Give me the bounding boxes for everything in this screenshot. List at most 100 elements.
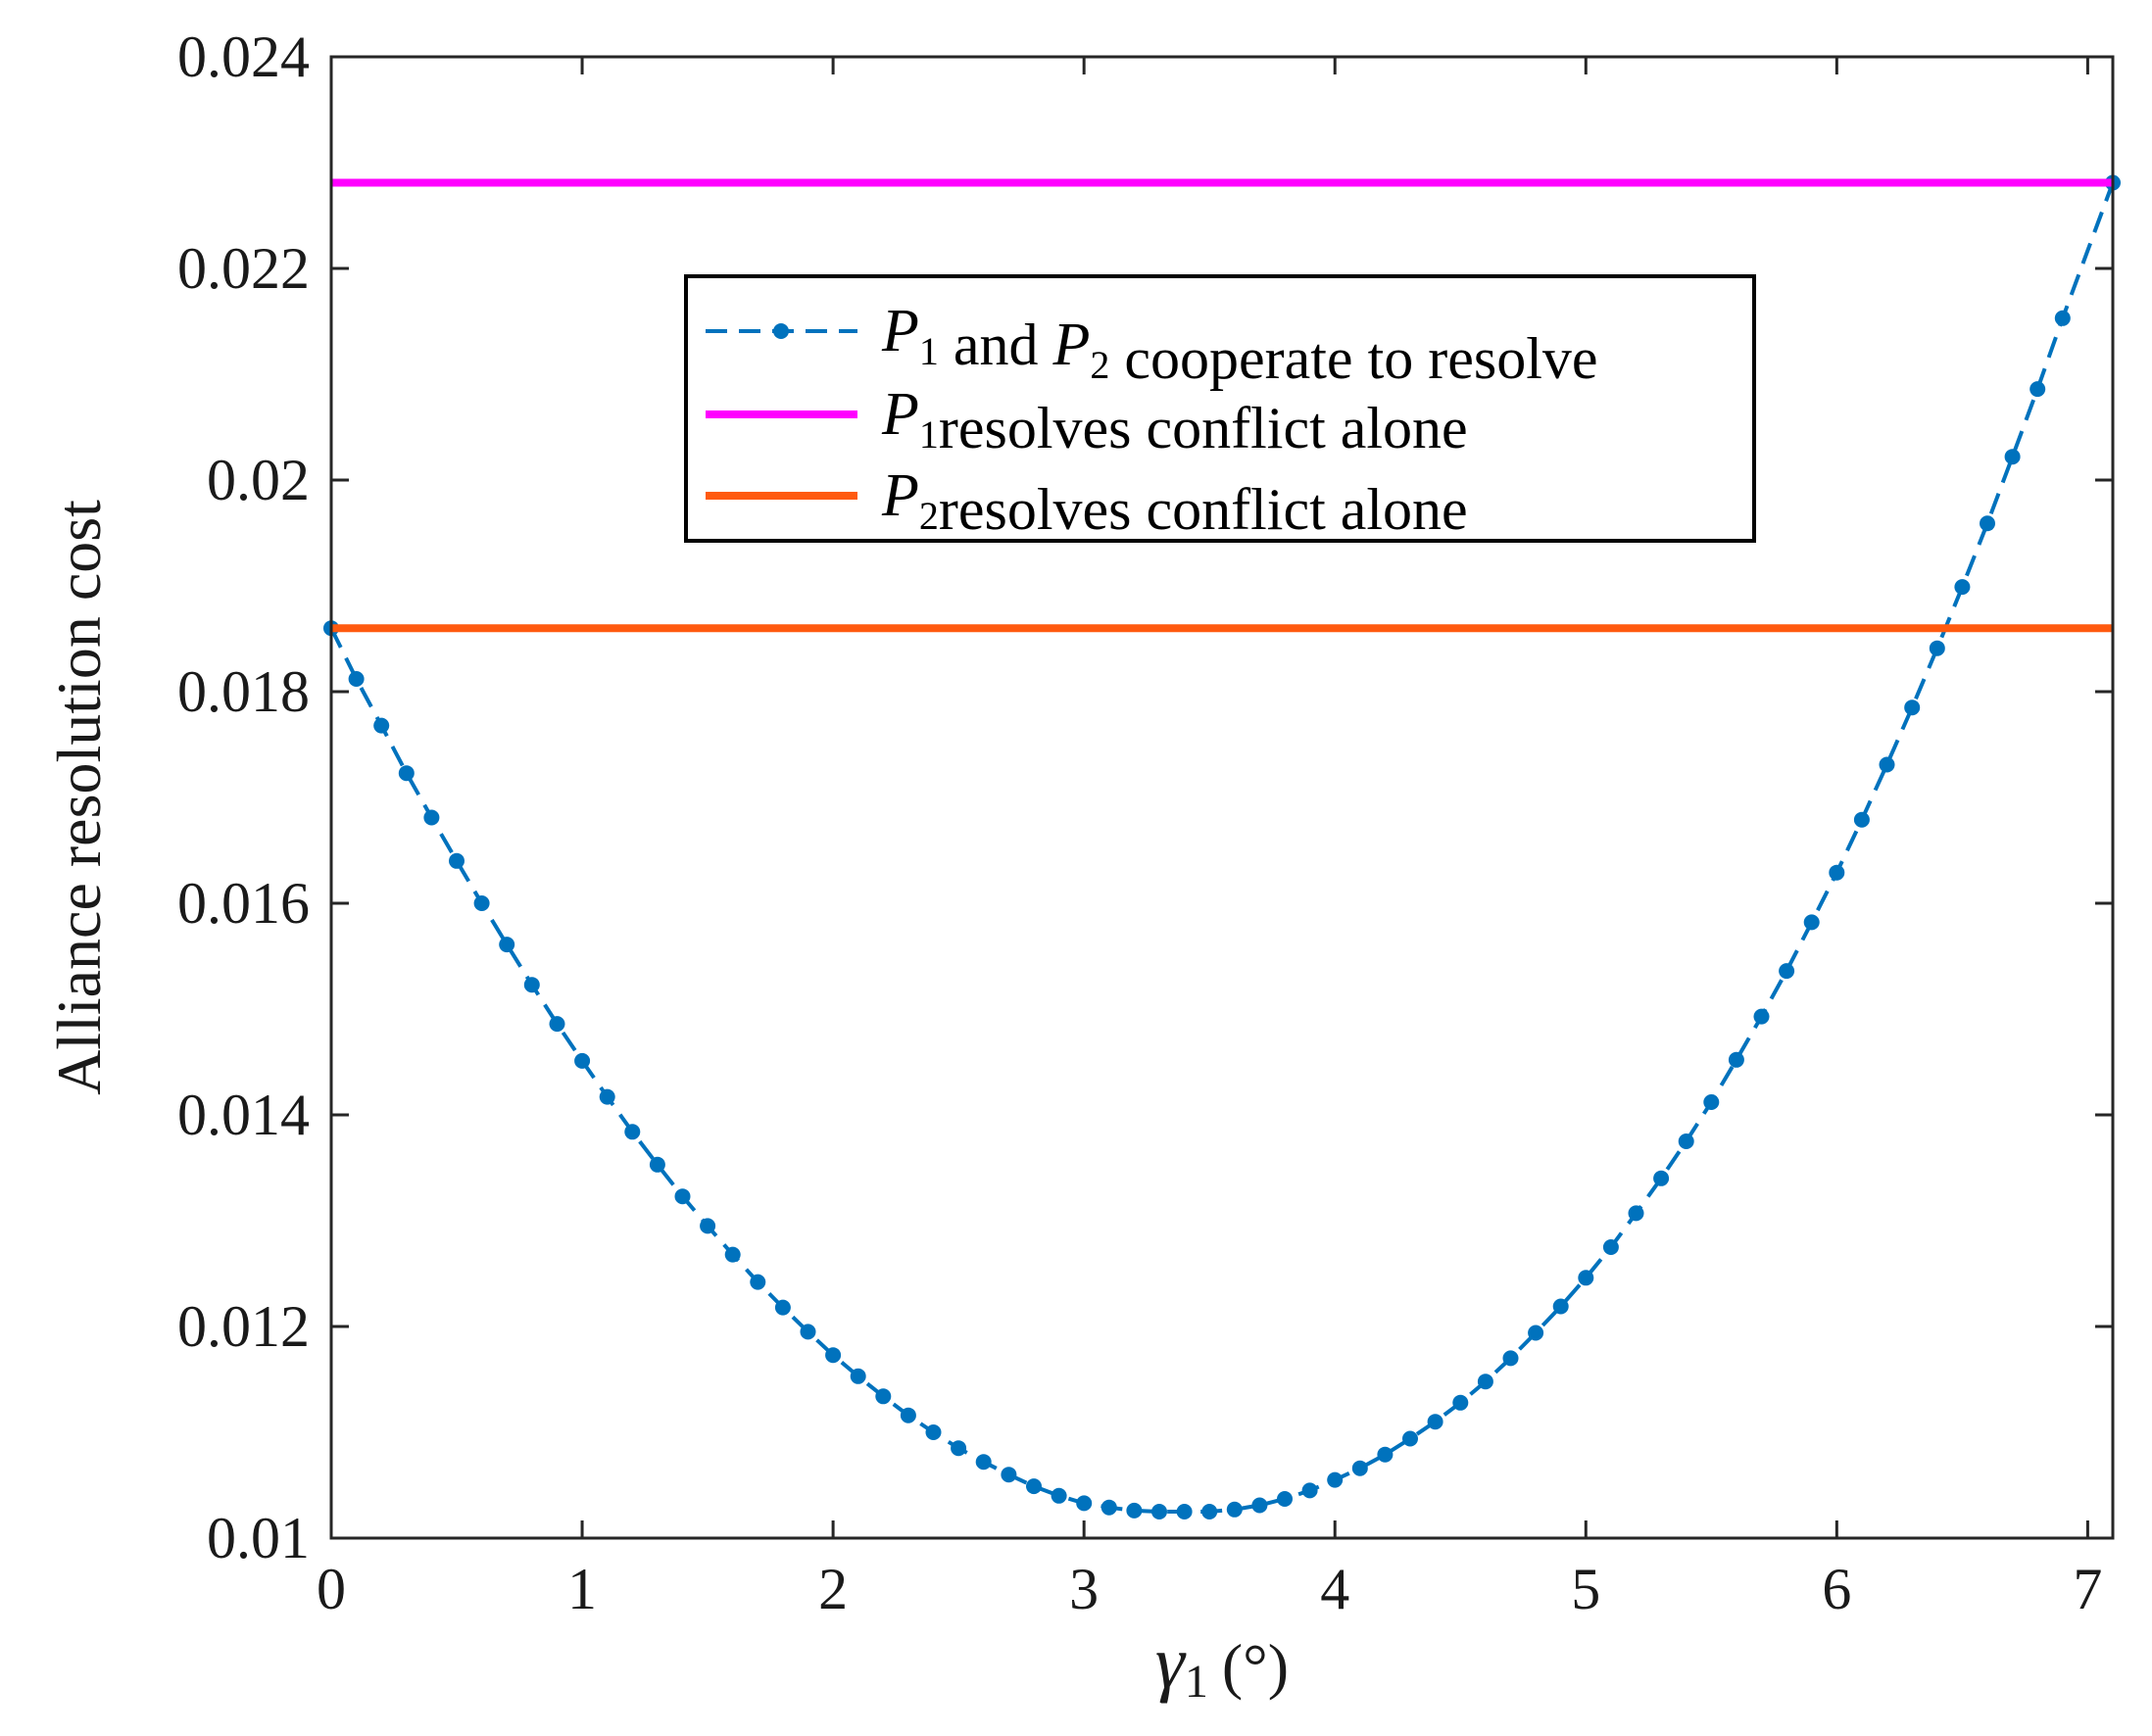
x-axis-label: γ1 (°) xyxy=(1155,1621,1289,1708)
series-layer xyxy=(323,174,2121,1519)
data-point xyxy=(900,1407,916,1423)
data-point xyxy=(1980,515,1995,532)
legend-symbol: P xyxy=(881,462,919,529)
data-point xyxy=(825,1347,842,1364)
data-point xyxy=(1251,1497,1268,1514)
y-tick-label: 0.014 xyxy=(177,1083,310,1147)
x-tick-label: 2 xyxy=(818,1557,848,1621)
plot-frame xyxy=(329,55,2115,1540)
data-point xyxy=(549,1016,565,1033)
data-point xyxy=(1377,1446,1394,1463)
axis-labels: Alliance resolution cost γ1 (°) xyxy=(44,500,1289,1708)
x-axis-subscript: 1 xyxy=(1185,1656,1208,1708)
data-point xyxy=(2030,381,2046,398)
data-point xyxy=(1728,1051,1744,1068)
data-point xyxy=(1803,914,1820,931)
legend: P1 and P2 cooperate to resolveP1resolves… xyxy=(684,274,1756,543)
data-point xyxy=(1100,1499,1117,1516)
x-tick-label: 4 xyxy=(1320,1557,1349,1621)
data-point xyxy=(875,1388,892,1405)
legend-subscript: 1 xyxy=(919,329,939,373)
data-point xyxy=(1402,1430,1418,1447)
data-point xyxy=(1552,1298,1569,1315)
data-point xyxy=(1201,1504,1218,1519)
data-point xyxy=(975,1454,992,1471)
data-point xyxy=(1653,1170,1670,1186)
data-point xyxy=(1829,864,1845,881)
data-point xyxy=(1703,1094,1720,1110)
x-tick-label: 5 xyxy=(1571,1557,1600,1621)
data-point xyxy=(1678,1133,1694,1149)
data-point xyxy=(1879,756,1895,773)
data-point xyxy=(1578,1270,1594,1286)
data-point xyxy=(1954,579,1971,596)
data-point xyxy=(750,1274,766,1290)
data-point xyxy=(649,1156,665,1173)
x-axis-unit: (°) xyxy=(1222,1631,1289,1701)
legend-text: cooperate to resolve xyxy=(1109,326,1597,391)
data-point xyxy=(1929,640,1945,656)
legend-text: resolves conflict alone xyxy=(939,396,1468,460)
y-tick-label: 0.018 xyxy=(177,659,310,724)
data-point xyxy=(1477,1374,1493,1390)
x-tick-label: 0 xyxy=(317,1557,346,1621)
legend-text: resolves conflict alone xyxy=(939,477,1468,542)
data-point xyxy=(850,1368,866,1384)
data-point xyxy=(1327,1471,1344,1488)
data-point xyxy=(674,1188,691,1205)
x-axis-symbol: γ xyxy=(1155,1621,1187,1704)
x-tick-label: 6 xyxy=(1822,1557,1851,1621)
data-point xyxy=(1351,1460,1368,1476)
data-point xyxy=(1753,1008,1770,1025)
legend-label-1: P1 and P2 cooperate to resolve xyxy=(881,298,1598,391)
y-tick-label: 0.022 xyxy=(177,236,310,301)
x-tick-label: 7 xyxy=(2073,1557,2102,1621)
y-tick-label: 0.01 xyxy=(207,1506,310,1570)
legend-symbol: P xyxy=(881,381,919,448)
data-point xyxy=(951,1440,967,1457)
legend-label-3: P2resolves conflict alone xyxy=(881,462,1468,542)
data-point xyxy=(1452,1394,1469,1411)
x-tick-label: 3 xyxy=(1069,1557,1099,1621)
data-point xyxy=(2004,449,2021,465)
data-point xyxy=(1853,811,1870,828)
data-point xyxy=(800,1324,816,1340)
data-point xyxy=(925,1424,942,1440)
legend-subscript: 1 xyxy=(919,412,939,457)
data-point xyxy=(423,809,440,826)
data-point xyxy=(1226,1501,1243,1518)
data-point xyxy=(574,1052,591,1069)
y-tick-label: 0.016 xyxy=(177,871,310,936)
y-tick-label: 0.012 xyxy=(177,1294,310,1359)
data-point xyxy=(1602,1239,1619,1255)
data-point xyxy=(499,937,515,953)
data-point xyxy=(523,977,540,993)
data-point xyxy=(1904,699,1921,716)
data-point xyxy=(2054,310,2071,326)
data-point xyxy=(1126,1502,1143,1519)
data-point xyxy=(1427,1414,1443,1430)
legend-subscript: 2 xyxy=(1090,343,1109,387)
data-point xyxy=(1151,1504,1167,1519)
ticks-layer: 0 1 2 3 4 5 6 7 0.01 0.012 0.014 0.016 0.018 0.02 0.02… xyxy=(177,24,2113,1621)
data-point xyxy=(774,1299,791,1316)
data-point xyxy=(624,1124,641,1140)
data-point xyxy=(1176,1504,1193,1519)
legend-text: and xyxy=(939,313,1053,377)
data-point xyxy=(398,765,415,782)
legend-marker xyxy=(773,323,789,339)
data-point xyxy=(700,1218,716,1234)
data-point xyxy=(724,1246,741,1263)
y-axis-label: Alliance resolution cost xyxy=(44,500,114,1095)
data-point xyxy=(1026,1478,1042,1495)
data-point xyxy=(1076,1495,1093,1512)
data-point xyxy=(1628,1205,1644,1222)
data-point xyxy=(348,671,365,687)
data-point xyxy=(1779,963,1795,980)
data-point xyxy=(1277,1491,1293,1507)
data-point xyxy=(1001,1467,1017,1483)
data-point xyxy=(1502,1350,1519,1367)
data-point xyxy=(1301,1482,1318,1499)
